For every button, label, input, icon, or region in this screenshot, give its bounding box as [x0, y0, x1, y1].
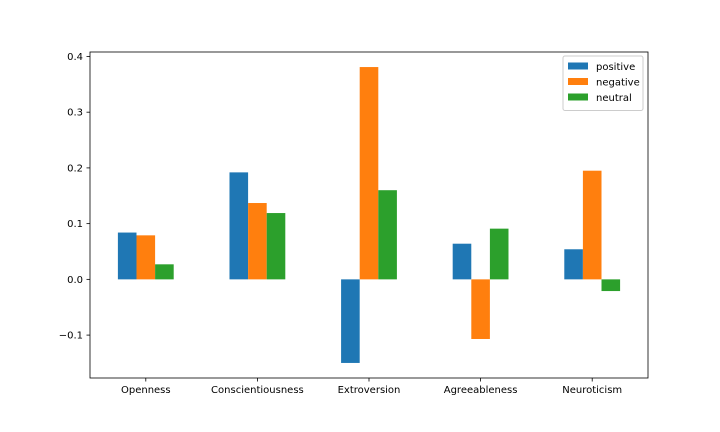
y-tick-label: 0.3	[67, 108, 83, 119]
legend-swatch-neutral	[568, 93, 588, 101]
legend: positive negative neutral	[562, 55, 644, 111]
plot-frame	[89, 51, 649, 379]
y-tick-label: 0.4	[67, 52, 83, 63]
legend-label-negative: negative	[596, 78, 640, 89]
legend-swatch-negative	[568, 78, 588, 85]
x-tick-label-neuroticism: Neuroticism	[562, 385, 622, 396]
bar-negative-conscientiousness	[248, 203, 267, 280]
bar-positive-neuroticism	[564, 249, 583, 280]
x-tick-label-extroversion: Extroversion	[338, 385, 401, 396]
y-tick-label: −0.1	[59, 331, 83, 342]
x-tick-label-conscientiousness: Conscientiousness	[211, 385, 304, 396]
y-tick-label: 0.0	[67, 275, 83, 286]
bar-neutral-openness	[155, 264, 174, 280]
bar-neutral-neuroticism	[601, 279, 621, 292]
y-tick-label: 0.1	[67, 219, 83, 230]
bar-negative-neuroticism	[582, 170, 602, 280]
bar-negative-agreeableness	[471, 279, 490, 339]
legend-swatch-positive	[568, 62, 588, 70]
legend-label-positive: positive	[596, 62, 635, 73]
bar-positive-openness	[117, 232, 137, 280]
bar-neutral-extroversion	[378, 190, 397, 280]
y-axis: −0.1 0.0 0.1 0.2 0.3 0.4	[59, 52, 90, 342]
x-axis: Openness Conscientiousness Extroversion Agr…	[121, 378, 622, 396]
x-tick-label-agreeableness: Agreeableness	[444, 385, 518, 396]
x-tick-label-openness: Openness	[121, 385, 171, 396]
legend-label-neutral: neutral	[596, 93, 632, 104]
bar-neutral-agreeableness	[489, 228, 509, 280]
bar-positive-extroversion	[341, 279, 360, 363]
bar-positive-conscientiousness	[229, 172, 249, 280]
bar-negative-extroversion	[359, 67, 379, 280]
y-tick-label: 0.2	[67, 163, 83, 174]
bars-group	[117, 67, 621, 363]
bar-neutral-conscientiousness	[266, 213, 286, 280]
bar-negative-openness	[136, 235, 156, 280]
bar-positive-agreeableness	[452, 243, 472, 280]
